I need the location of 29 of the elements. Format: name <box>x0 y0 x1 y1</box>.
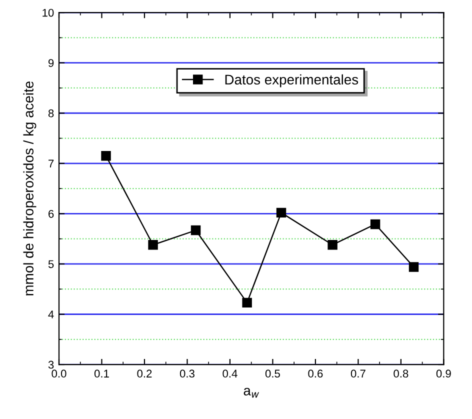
y-tick-label: 5 <box>48 260 54 268</box>
point <box>101 151 111 161</box>
x-tick-label: 0.0 <box>52 370 66 378</box>
point <box>190 225 201 236</box>
point <box>370 219 380 230</box>
point <box>328 240 338 250</box>
point <box>242 298 252 308</box>
x-tick-label: 0.8 <box>394 370 408 378</box>
x-tick-label: 0.5 <box>265 370 280 378</box>
x-tick-label: 0.4 <box>222 370 238 378</box>
y-tick-label: 3 <box>48 360 54 369</box>
y-tick-label: 10 <box>42 8 54 17</box>
y-tick-label: 4 <box>48 310 54 318</box>
y-tick-label: 9 <box>48 59 54 67</box>
y-tick-label: 6 <box>48 210 54 218</box>
x-tick-label: 0.3 <box>180 370 194 378</box>
x-tick-label: 0.7 <box>350 370 366 378</box>
point <box>408 262 419 272</box>
legend-label: Datos experimentales <box>225 74 358 88</box>
point <box>276 208 286 218</box>
x-tick-label: 0.2 <box>137 370 152 378</box>
x-tick-label: 0.6 <box>308 370 323 378</box>
x-tick-label: 0.1 <box>94 370 109 378</box>
y-axis-title: mmol de hidroperoxidos / kg aceite <box>23 81 36 296</box>
x-axis-title: a$_{w}$ <box>244 388 260 398</box>
y-tick-label: 8 <box>48 109 54 118</box>
point <box>148 240 158 250</box>
x-tick-label: 0.9 <box>436 370 451 378</box>
y-tick-label: 7 <box>48 160 54 168</box>
